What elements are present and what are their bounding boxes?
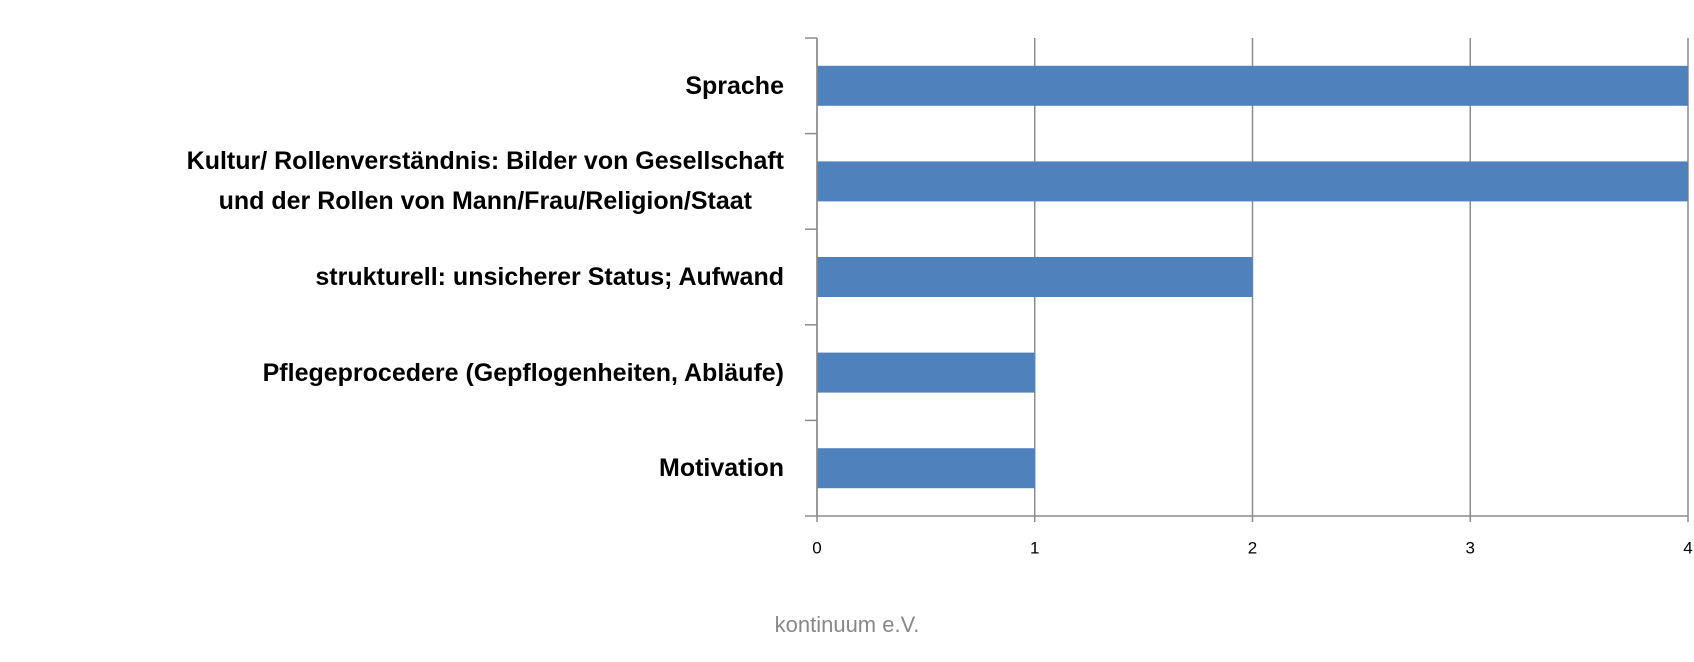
y-tick-label: Pflegeprocedere (Gepflogenheiten, Abläuf… xyxy=(262,358,784,387)
bar xyxy=(817,448,1035,489)
x-tick-label: 3 xyxy=(1466,538,1475,557)
y-tick-label: Kultur/ Rollenverständnis: Bilder von Ge… xyxy=(186,147,784,216)
bar xyxy=(817,257,1253,297)
annotation: kontinuum e.V. xyxy=(774,612,920,637)
x-tick-label: 4 xyxy=(1683,538,1692,557)
bar xyxy=(817,65,1688,106)
y-tick-label: strukturell: unsicherer Status; Aufwand xyxy=(315,263,784,291)
bar xyxy=(817,161,1688,202)
bar xyxy=(817,352,1035,393)
y-tick-label: Sprache xyxy=(685,71,784,100)
y-tick-label: Motivation xyxy=(659,454,784,483)
x-tick-label: 1 xyxy=(1030,538,1039,557)
x-tick-label: 0 xyxy=(812,538,821,557)
x-tick-label: 2 xyxy=(1248,538,1257,557)
